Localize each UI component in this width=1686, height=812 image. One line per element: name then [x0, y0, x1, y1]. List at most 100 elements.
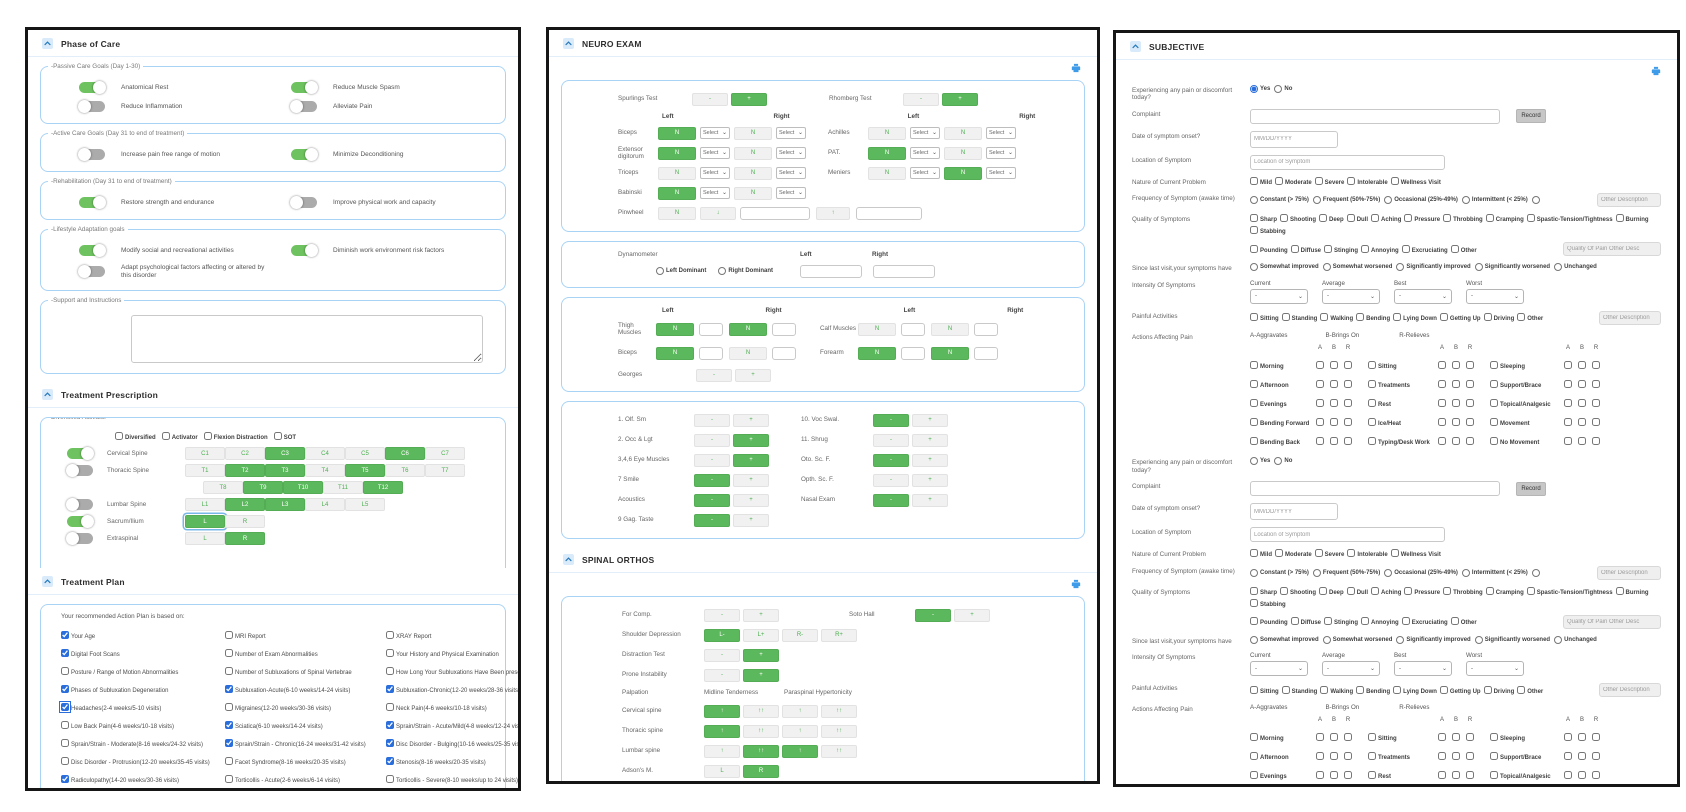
- state-button[interactable]: +: [912, 413, 948, 427]
- section-header-phase-of-care[interactable]: Phase of Care: [28, 30, 518, 57]
- checkbox-option[interactable]: Sleeping: [1490, 733, 1556, 742]
- checkbox-option[interactable]: Topical/Analgesic: [1490, 771, 1556, 780]
- checkbox-option[interactable]: Bending Back: [1250, 436, 1308, 446]
- checkbox[interactable]: [1490, 436, 1498, 445]
- checkbox[interactable]: [1280, 214, 1289, 222]
- checkbox-option[interactable]: Headaches(2-4 weeks/5-10 visits): [59, 700, 225, 713]
- checkbox-option[interactable]: Walking: [1320, 685, 1353, 695]
- radio-option[interactable]: Occasional (25%-49%): [1384, 196, 1458, 204]
- text-input[interactable]: [772, 346, 796, 360]
- checkbox[interactable]: [386, 756, 394, 765]
- state-button[interactable]: ↑: [704, 724, 740, 738]
- checkbox[interactable]: [1485, 586, 1494, 595]
- checkbox-option[interactable]: Stabbing: [1250, 226, 1286, 235]
- text-input[interactable]: [873, 264, 935, 278]
- checkbox[interactable]: [1361, 244, 1370, 253]
- checkbox[interactable]: [1592, 417, 1600, 426]
- select-dropdown[interactable]: Select ⌄: [700, 167, 730, 179]
- checkbox[interactable]: [61, 666, 69, 675]
- checkbox[interactable]: [1578, 398, 1586, 407]
- state-button[interactable]: -: [694, 493, 730, 507]
- select-dropdown[interactable]: Select ⌄: [986, 167, 1016, 179]
- toggle-switch[interactable]: [291, 81, 318, 94]
- state-button[interactable]: N: [656, 346, 694, 360]
- radio[interactable]: [1461, 568, 1470, 577]
- state-button[interactable]: N: [858, 322, 896, 336]
- radio-option[interactable]: Somewhat worsened: [1322, 263, 1392, 271]
- state-button[interactable]: +: [731, 92, 767, 106]
- text-input[interactable]: [1563, 614, 1661, 629]
- checkbox[interactable]: [1356, 313, 1365, 321]
- state-button[interactable]: C1: [185, 447, 225, 460]
- state-button[interactable]: L+: [743, 628, 779, 642]
- select-dropdown[interactable]: Select ⌄: [986, 127, 1016, 139]
- checkbox[interactable]: [1250, 226, 1258, 234]
- checkbox-option[interactable]: MRI Report: [225, 630, 386, 640]
- state-button[interactable]: -: [694, 413, 730, 427]
- checkbox-option[interactable]: Throbbing: [1443, 586, 1483, 596]
- state-button[interactable]: T2: [225, 464, 265, 477]
- checkbox[interactable]: [1316, 771, 1324, 779]
- checkbox[interactable]: [1280, 586, 1289, 595]
- checkbox[interactable]: [59, 700, 71, 713]
- checkbox[interactable]: [1450, 617, 1459, 625]
- checkbox[interactable]: [1361, 617, 1370, 625]
- checkbox-option[interactable]: Stinging: [1324, 617, 1358, 626]
- checkbox-option[interactable]: Radiculopathy(14-20 weeks/30-36 visits): [61, 774, 225, 784]
- checkbox[interactable]: [1443, 214, 1452, 222]
- radio-option[interactable]: Constant (> 75%): [1250, 568, 1309, 577]
- text-input[interactable]: [800, 264, 862, 278]
- state-button[interactable]: T3: [265, 464, 305, 477]
- checkbox-option[interactable]: Driving: [1483, 685, 1514, 695]
- checkbox[interactable]: [203, 432, 212, 440]
- checkbox[interactable]: [161, 432, 170, 440]
- checkbox[interactable]: [1452, 398, 1460, 407]
- checkbox-option[interactable]: Activator: [161, 432, 198, 441]
- text-input[interactable]: [1599, 310, 1661, 325]
- checkbox-option[interactable]: Morning: [1250, 360, 1308, 370]
- checkbox-option[interactable]: Number of Exam Abnormalities: [225, 648, 386, 658]
- state-button[interactable]: N: [858, 346, 896, 360]
- text-input[interactable]: [1597, 193, 1661, 207]
- radio[interactable]: [718, 267, 727, 275]
- checkbox[interactable]: [61, 648, 69, 657]
- toggle-switch[interactable]: [79, 196, 106, 209]
- radio[interactable]: [1531, 568, 1540, 577]
- state-button[interactable]: L2: [225, 498, 265, 511]
- checkbox-option[interactable]: Excruciating: [1401, 617, 1448, 626]
- state-button[interactable]: +: [743, 668, 779, 682]
- checkbox[interactable]: [1592, 360, 1600, 369]
- checkbox[interactable]: [1485, 214, 1494, 222]
- collapse-chevron-icon[interactable]: [563, 38, 574, 49]
- select-dropdown[interactable]: Select ⌄: [776, 167, 806, 179]
- checkbox[interactable]: [1390, 549, 1399, 557]
- state-button[interactable]: ↑↑: [743, 744, 779, 758]
- checkbox-option[interactable]: Support/Brace: [1490, 379, 1556, 389]
- checkbox-option[interactable]: Rest: [1368, 398, 1430, 408]
- state-button[interactable]: -: [704, 608, 740, 622]
- checkbox[interactable]: [1319, 586, 1328, 595]
- checkbox[interactable]: [1439, 685, 1448, 694]
- section-header-neuro-exam[interactable]: NEURO EXAM: [549, 30, 1097, 57]
- text-input[interactable]: [1563, 242, 1661, 256]
- state-button[interactable]: ↑↑: [821, 724, 857, 738]
- radio-option[interactable]: Frequent (50%-75%): [1312, 568, 1380, 577]
- checkbox-option[interactable]: Diffuse: [1290, 244, 1321, 254]
- section-header-treatment-plan[interactable]: Treatment Plan: [28, 568, 518, 595]
- checkbox-option[interactable]: Pounding: [1250, 244, 1288, 254]
- checkbox[interactable]: [1250, 436, 1258, 445]
- checkbox-option[interactable]: Stenosis(8-16 weeks/20-35 visits): [386, 756, 518, 766]
- toggle-switch[interactable]: [291, 244, 318, 257]
- checkbox[interactable]: [1438, 733, 1446, 741]
- checkbox-option[interactable]: Your Age: [61, 630, 225, 640]
- checkbox[interactable]: [1347, 176, 1356, 185]
- checkbox[interactable]: [1592, 752, 1600, 760]
- checkbox-option[interactable]: Typing/Desk Work: [1368, 436, 1430, 446]
- checkbox-option[interactable]: Burning: [1615, 586, 1649, 596]
- collapse-chevron-icon[interactable]: [42, 38, 53, 49]
- checkbox[interactable]: [225, 648, 233, 657]
- checkbox[interactable]: [1592, 398, 1600, 407]
- radio[interactable]: [1250, 84, 1258, 93]
- state-button[interactable]: -: [696, 368, 732, 382]
- checkbox-option[interactable]: Dull: [1346, 214, 1368, 223]
